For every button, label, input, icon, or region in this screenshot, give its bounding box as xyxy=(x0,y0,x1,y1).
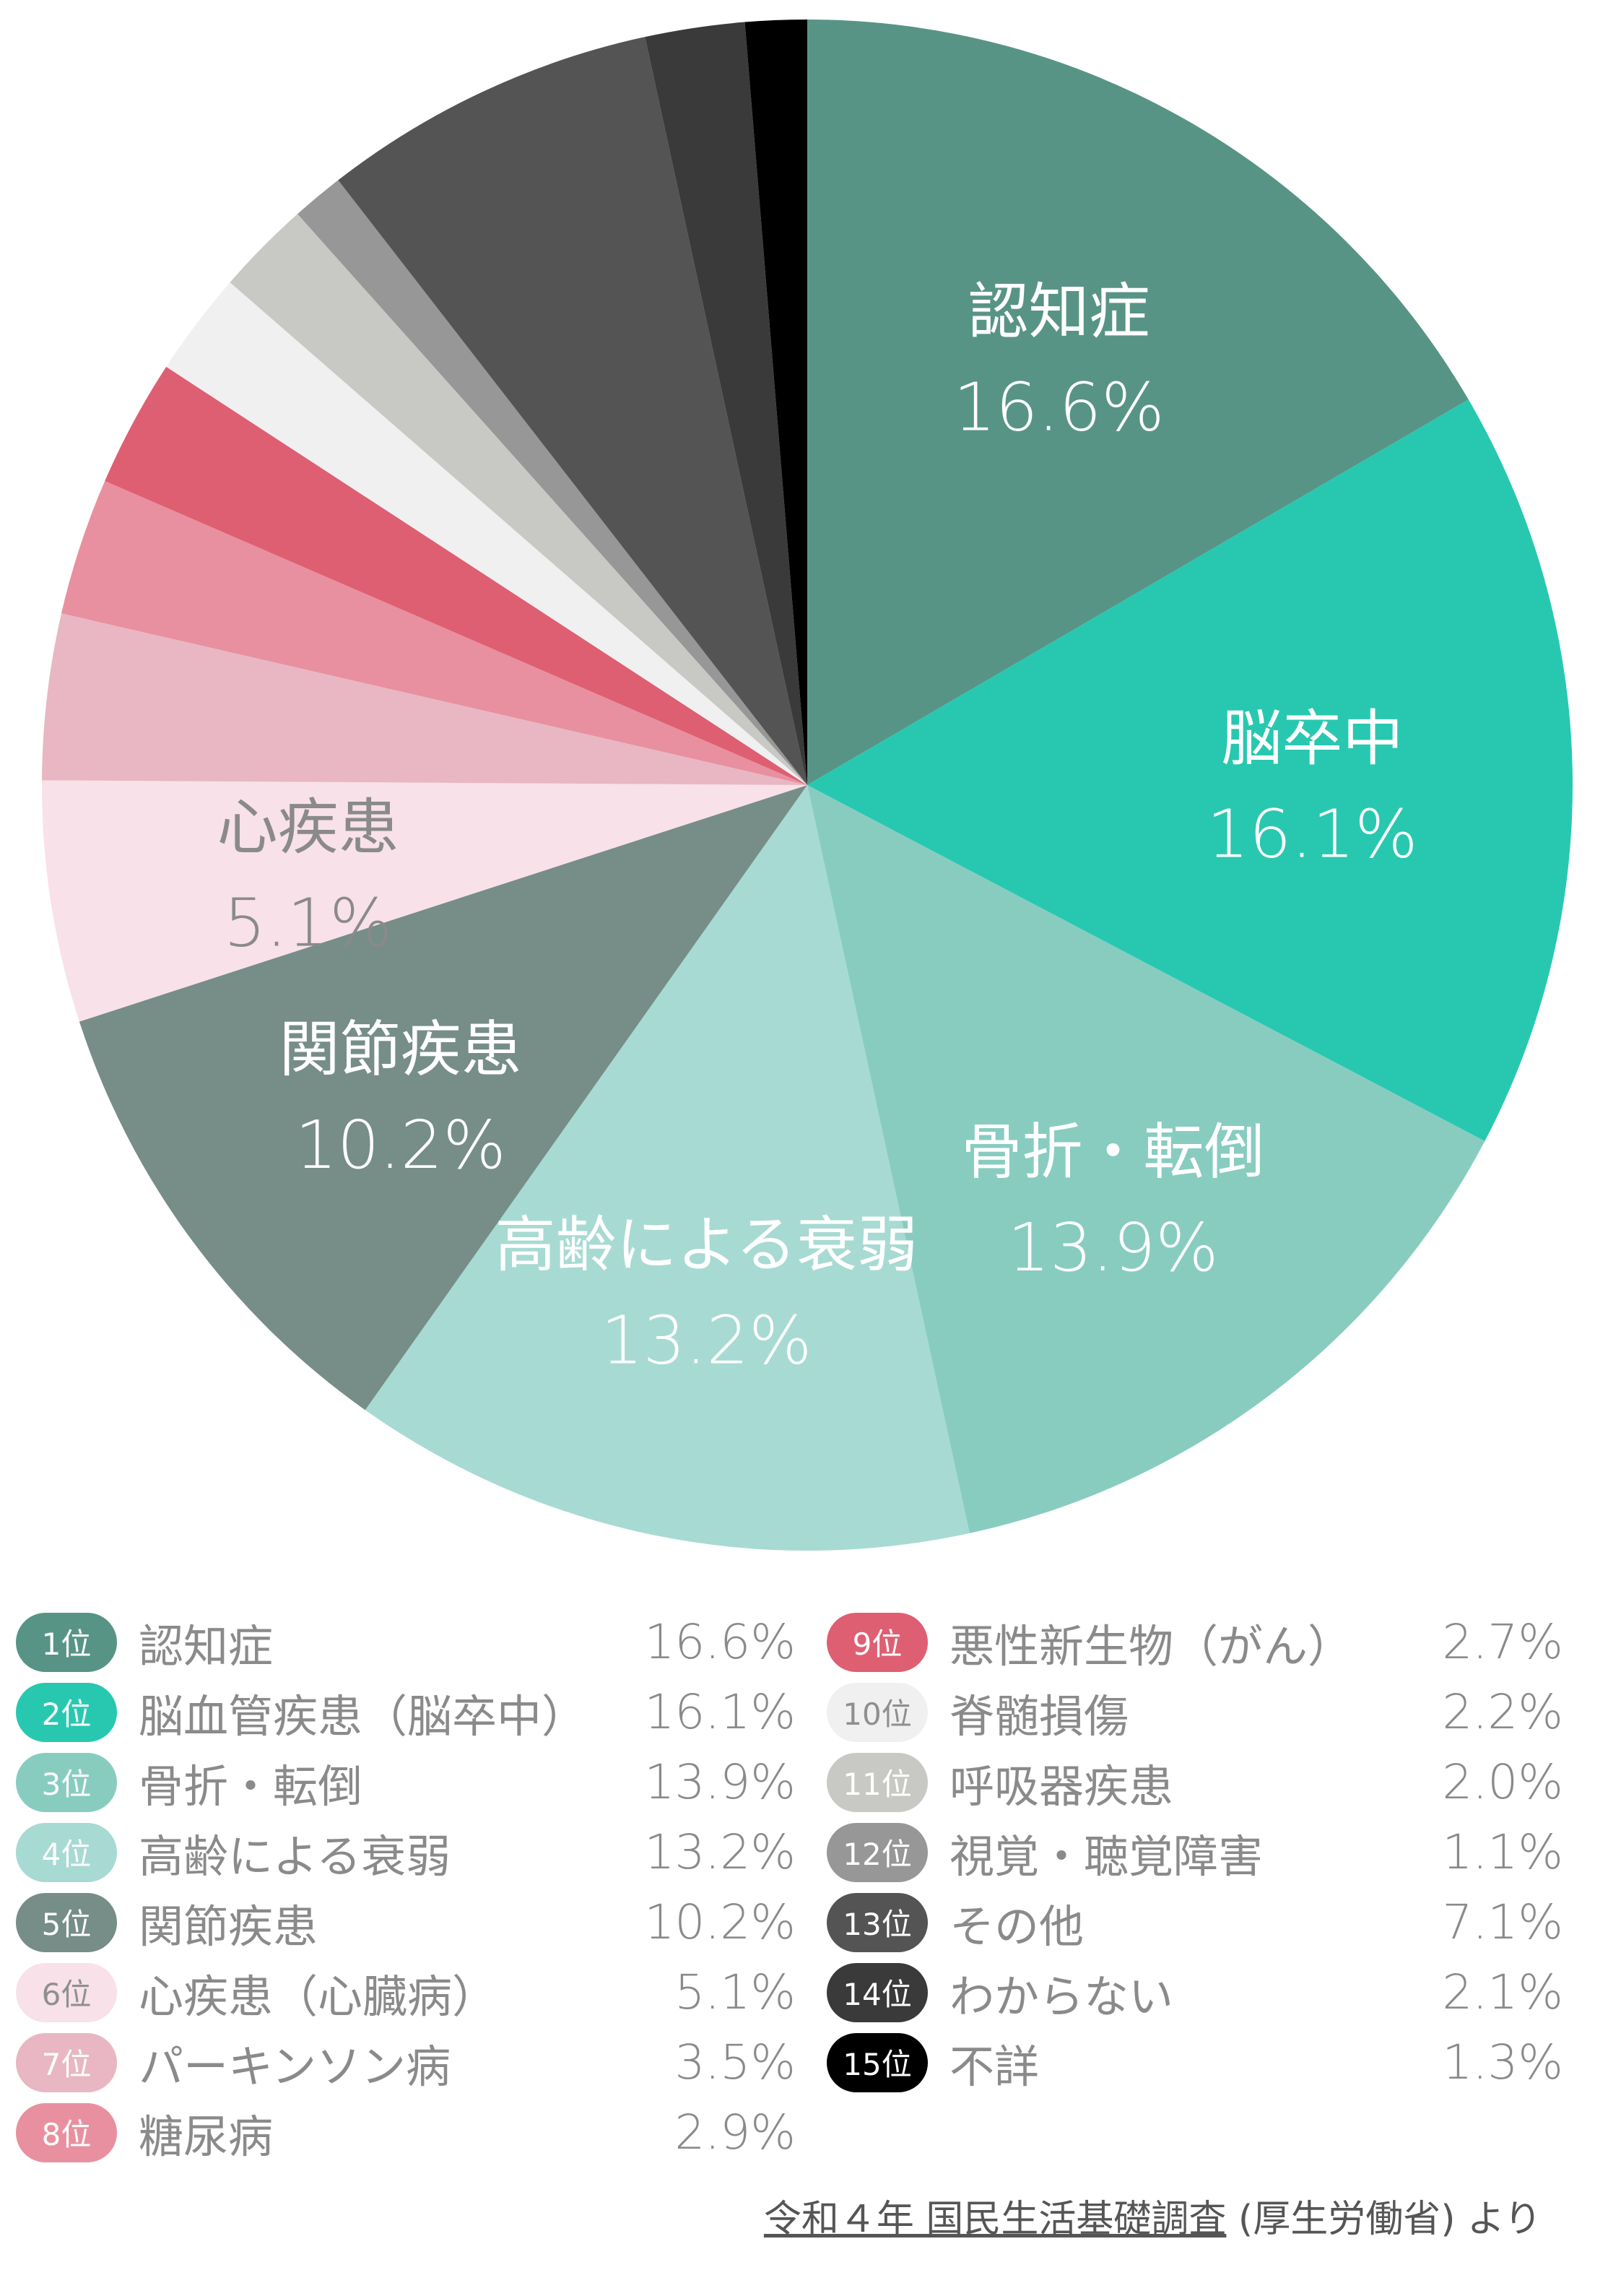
legend-item: 11位 呼吸器疾患 2.0% xyxy=(827,1747,1563,1817)
slice-label-group-2: 脳卒中 16.1% xyxy=(1207,703,1417,873)
legend-label: 視覚・聴覚障害 xyxy=(949,1829,1264,1883)
slice-value-label: 5.1% xyxy=(224,884,393,961)
pie-slice-12 xyxy=(297,180,807,786)
rank-badge: 12位 xyxy=(827,1822,928,1882)
rank-badge: 4位 xyxy=(16,1822,117,1882)
rank-badge: 14位 xyxy=(827,1962,928,2022)
rank-badge: 8位 xyxy=(16,2102,117,2162)
slice-label: 骨折・転倒 xyxy=(962,1117,1265,1187)
pie-slice-8 xyxy=(61,481,808,785)
rank-badge: 2位 xyxy=(16,1682,117,1742)
pie-slice-11 xyxy=(230,214,807,786)
pie-slice-5 xyxy=(79,785,807,1411)
pie-slice-6 xyxy=(41,780,807,1022)
legend-value: 2.9% xyxy=(674,2105,796,2160)
legend-label: 脳血管疾患（脳卒中） xyxy=(139,1689,587,1743)
source-suffix: (厚生労働省) より xyxy=(1226,2198,1542,2241)
slice-value-label: 16.6% xyxy=(953,368,1164,446)
legend-item: 15位 不詳 1.3% xyxy=(827,2027,1563,2097)
slice-label: 認知症 xyxy=(968,276,1150,347)
legend-label: パーキンソン病 xyxy=(139,2040,451,2093)
legend-value: 10.2% xyxy=(644,1894,796,1950)
legend-value: 16.6% xyxy=(644,1614,796,1670)
legend-item: 14位 わからない 2.1% xyxy=(827,1957,1563,2027)
slice-label-group-5: 関節疾患 10.2% xyxy=(279,1014,522,1184)
slice-label-group-1: 認知症 16.6% xyxy=(953,276,1164,446)
legend-value: 13.9% xyxy=(644,1754,796,1810)
slice-label: 高齢による衰弱 xyxy=(495,1210,918,1281)
legend-item: 10位 脊髄損傷 2.2% xyxy=(827,1677,1563,1747)
rank-badge: 11位 xyxy=(827,1752,928,1812)
pie-chart: 認知症 16.6% 脳卒中 16.1% 骨折・転倒 13.9% 高齢による衰弱 13.2% 関節… xyxy=(41,20,1573,1551)
legend-value: 7.1% xyxy=(1442,1894,1563,1950)
rank-badge: 5位 xyxy=(16,1892,117,1952)
pie-slice-2 xyxy=(807,399,1573,1142)
legend-label: 脊髄損傷 xyxy=(949,1689,1129,1743)
pie-slice-7 xyxy=(42,613,808,785)
legend-value: 2.7% xyxy=(1442,1614,1563,1670)
legend-item: 2位 脳血管疾患（脳卒中） 16.1% xyxy=(16,1677,796,1747)
legend-value: 1.3% xyxy=(1442,2035,1563,2090)
legend-item: 8位 糖尿病 2.9% xyxy=(16,2097,796,2167)
slice-value-label: 10.2% xyxy=(295,1106,505,1184)
legend-label: 糖尿病 xyxy=(139,2110,274,2163)
rank-badge: 1位 xyxy=(16,1612,117,1672)
slice-value-label: 16.1% xyxy=(1207,796,1417,873)
legend-value: 5.1% xyxy=(674,1964,796,2020)
rank-badge: 9位 xyxy=(827,1612,928,1672)
legend-label: 高齢による衰弱 xyxy=(139,1829,451,1883)
legend-value: 3.5% xyxy=(674,2035,796,2090)
slice-label: 関節疾患 xyxy=(279,1014,522,1085)
legend-label: その他 xyxy=(949,1899,1085,1953)
rank-badge: 13位 xyxy=(827,1892,928,1952)
legend-value: 2.1% xyxy=(1442,1964,1563,2020)
legend-item: 4位 高齢による衰弱 13.2% xyxy=(16,1817,796,1887)
pie-slice-10 xyxy=(166,282,807,785)
legend-item: 5位 関節疾患 10.2% xyxy=(16,1887,796,1957)
legend-value: 1.1% xyxy=(1442,1824,1563,1880)
legend-label: 悪性新生物（がん） xyxy=(949,1619,1353,1673)
legend-label: 認知症 xyxy=(139,1619,274,1673)
slice-label-group-6: 心疾患 5.1% xyxy=(217,792,399,961)
rank-badge: 3位 xyxy=(16,1752,117,1812)
slice-value-label: 13.2% xyxy=(601,1302,812,1379)
legend-value: 16.1% xyxy=(644,1684,796,1740)
pie-slice-15 xyxy=(744,20,807,785)
legend-label: 心疾患（心臓病） xyxy=(139,1970,497,2023)
pie-slice-13 xyxy=(338,37,808,785)
legend-item: 12位 視覚・聴覚障害 1.1% xyxy=(827,1817,1563,1887)
rank-badge: 10位 xyxy=(827,1682,928,1742)
legend-value: 2.0% xyxy=(1442,1754,1563,1810)
legend-right-column: 9位 悪性新生物（がん） 2.7% 10位 脊髄損傷 2.2% 11位 呼吸器疾患 2.0% 12… xyxy=(827,1607,1563,2097)
legend-item: 9位 悪性新生物（がん） 2.7% xyxy=(827,1607,1563,1677)
legend-item: 6位 心疾患（心臓病） 5.1% xyxy=(16,1957,796,2027)
legend-value: 13.2% xyxy=(644,1824,796,1880)
pie-slice-3 xyxy=(807,785,1485,1533)
pie-slice-9 xyxy=(105,366,807,785)
legend-item: 13位 その他 7.1% xyxy=(827,1887,1563,1957)
legend-item: 3位 骨折・転倒 13.9% xyxy=(16,1747,796,1817)
legend-label: 呼吸器疾患 xyxy=(949,1759,1174,1813)
slice-label: 脳卒中 xyxy=(1221,703,1403,774)
slice-value-label: 13.9% xyxy=(1007,1209,1218,1286)
legend-item: 1位 認知症 16.6% xyxy=(16,1607,796,1677)
legend-label: わからない xyxy=(949,1970,1174,2023)
legend-item: 7位 パーキンソン病 3.5% xyxy=(16,2027,796,2097)
rank-badge: 15位 xyxy=(827,2032,928,2092)
legend-label: 骨折・転倒 xyxy=(139,1759,363,1813)
source-survey-link[interactable]: 令和４年 国民生活基礎調査 xyxy=(763,2198,1227,2241)
slice-label-group-3: 骨折・転倒 13.9% xyxy=(962,1117,1265,1286)
legend-label: 不詳 xyxy=(949,2040,1040,2093)
slice-label: 心疾患 xyxy=(217,792,399,862)
legend-left-column: 1位 認知症 16.6% 2位 脳血管疾患（脳卒中） 16.1% 3位 骨折・転倒 13.9% 4… xyxy=(16,1607,796,2167)
rank-badge: 6位 xyxy=(16,1962,117,2022)
slice-label-group-4: 高齢による衰弱 13.2% xyxy=(495,1210,918,1379)
source-note: 令和４年 国民生活基礎調査 (厚生労働省) より xyxy=(764,2188,1542,2243)
rank-badge: 7位 xyxy=(16,2032,117,2092)
pie-slice-14 xyxy=(645,22,807,786)
pie-slice-4 xyxy=(365,785,970,1551)
legend-value: 2.2% xyxy=(1442,1684,1563,1740)
legend-label: 関節疾患 xyxy=(139,1899,318,1953)
pie-slice-1 xyxy=(807,20,1469,785)
